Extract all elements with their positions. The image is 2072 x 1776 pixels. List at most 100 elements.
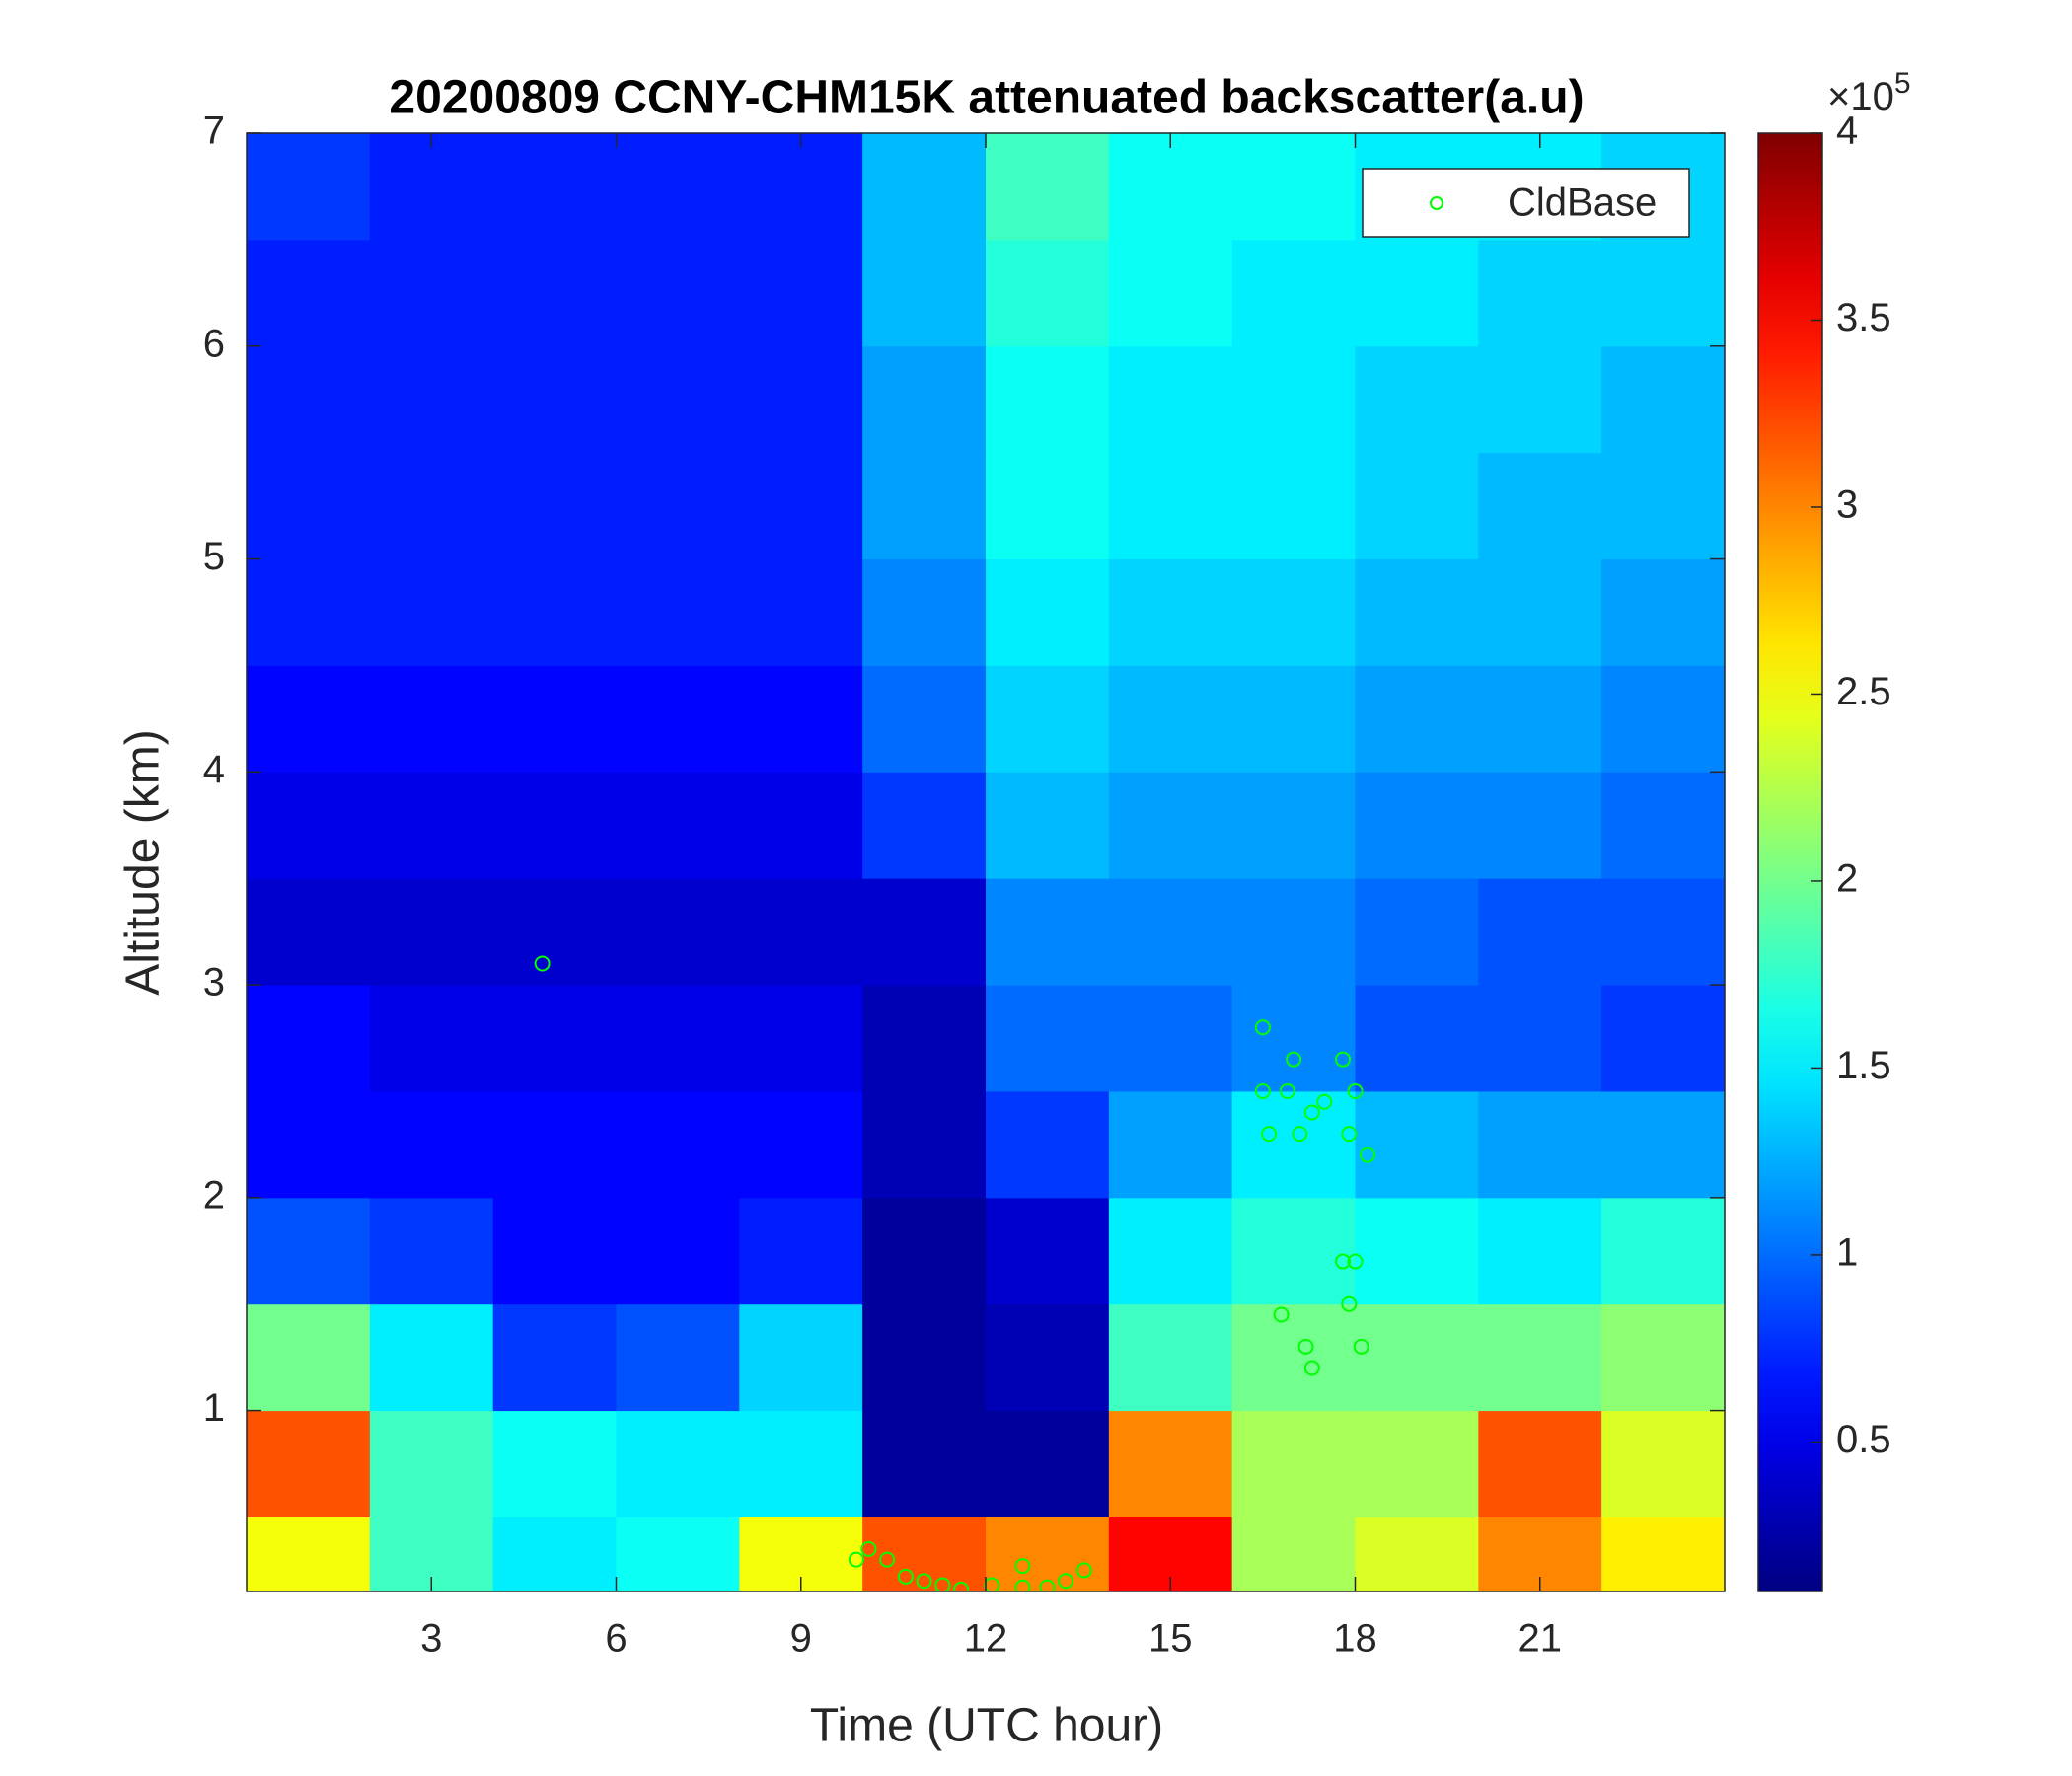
- heatmap-cell: [1231, 1197, 1356, 1305]
- heatmap-cell: [1601, 345, 1725, 454]
- heatmap-cell: [1355, 1090, 1479, 1199]
- heatmap-cell: [1478, 1090, 1602, 1199]
- heatmap-cell: [1355, 1303, 1479, 1412]
- x-tick-label: 12: [964, 1617, 1008, 1661]
- heatmap-cell: [1231, 665, 1356, 773]
- heatmap-cell: [247, 1517, 371, 1591]
- cloud-base-point: [916, 1573, 932, 1590]
- heatmap-cell: [1108, 452, 1233, 560]
- heatmap-cell: [1108, 558, 1233, 666]
- cloud-base-point: [1254, 1082, 1271, 1099]
- heatmap-cell: [1108, 878, 1233, 986]
- heatmap-cell: [616, 878, 740, 986]
- heatmap-cell: [369, 1090, 494, 1199]
- heatmap-cell: [492, 1197, 617, 1305]
- cloud-base-point: [1297, 1338, 1314, 1355]
- heatmap-cell: [247, 772, 371, 879]
- heatmap-cell: [616, 1517, 740, 1591]
- heatmap-cell: [986, 558, 1110, 666]
- heatmap-cell: [1355, 452, 1479, 560]
- heatmap-cell: [1478, 452, 1602, 560]
- heatmap-cell: [1231, 1410, 1356, 1517]
- x-tick-label: 6: [605, 1617, 627, 1661]
- heatmap-cell: [1478, 558, 1602, 666]
- heatmap-cell: [1108, 1197, 1233, 1305]
- heatmap-cell: [1231, 878, 1356, 986]
- heatmap-cell: [862, 345, 987, 454]
- heatmap-cell: [862, 133, 987, 241]
- heatmap-cell: [1601, 1517, 1725, 1591]
- cloud-base-point: [1014, 1558, 1031, 1575]
- heatmap-cell: [986, 985, 1110, 1092]
- heatmap-cell: [1231, 772, 1356, 879]
- heatmap-cell: [1601, 878, 1725, 986]
- colorbar-tick-label: 2: [1836, 857, 1858, 901]
- scatter: [534, 955, 1375, 1591]
- heatmap-cell: [1355, 345, 1479, 454]
- cloud-base-point: [1303, 1360, 1320, 1376]
- heatmap-cell: [616, 665, 740, 773]
- heatmap-cell: [1108, 1303, 1233, 1412]
- legend: CldBase: [1362, 168, 1690, 238]
- heatmap-cell: [1601, 985, 1725, 1092]
- heatmap-cell: [986, 665, 1110, 773]
- heatmap-cell: [1355, 1517, 1479, 1591]
- cloud-base-point: [1075, 1562, 1092, 1579]
- heatmap-cell: [1355, 878, 1479, 986]
- heatmap-cell: [1231, 133, 1356, 241]
- heatmap-cell: [369, 878, 494, 986]
- cloud-base-point: [1316, 1093, 1333, 1110]
- heatmap-cell: [862, 452, 987, 560]
- heatmap-cell: [616, 239, 740, 347]
- heatmap-cell: [986, 1303, 1110, 1412]
- y-tick-label: 4: [203, 748, 225, 791]
- y-tick-label: 1: [203, 1386, 225, 1430]
- heatmap-cell: [1355, 239, 1479, 347]
- cloud-base-point: [1347, 1082, 1364, 1099]
- heatmap-cell: [369, 1303, 494, 1412]
- heatmap-cell: [986, 452, 1110, 560]
- heatmap-cell: [247, 878, 371, 986]
- heatmap-cell: [616, 985, 740, 1092]
- heatmap-cell: [492, 772, 617, 879]
- cloud-base-point: [860, 1540, 877, 1557]
- heatmap-cell: [862, 1090, 987, 1199]
- heatmap-cell: [1108, 665, 1233, 773]
- heatmap-cell: [247, 345, 371, 454]
- heatmap-cell: [1108, 1090, 1233, 1199]
- y-tick-label: 3: [203, 961, 225, 1004]
- heatmap-cell: [1231, 239, 1356, 347]
- heatmap-cell: [862, 878, 987, 986]
- colorbar: [1757, 132, 1823, 1592]
- heatmap-cell: [492, 1517, 617, 1591]
- heatmap-cell: [492, 1090, 617, 1199]
- heatmap-cell: [862, 665, 987, 773]
- cloud-base-point: [1359, 1147, 1375, 1163]
- heatmap-cell: [369, 452, 494, 560]
- heatmap-cell: [1231, 452, 1356, 560]
- cloud-base-point: [848, 1551, 864, 1568]
- heatmap-cell: [369, 345, 494, 454]
- y-tick-label: 6: [203, 322, 225, 365]
- heatmap-cell: [739, 878, 863, 986]
- cloud-base-point: [1273, 1306, 1290, 1323]
- colorbar-multiplier: ×105: [1827, 67, 1911, 118]
- heatmap-cell: [492, 558, 617, 666]
- cloud-base-point: [934, 1577, 951, 1591]
- heatmap-cell: [1478, 239, 1602, 347]
- heatmap: [247, 133, 1725, 1591]
- heatmap-cell: [1478, 772, 1602, 879]
- x-tick-label: 9: [790, 1617, 812, 1661]
- x-tick-label: 18: [1333, 1617, 1377, 1661]
- heatmap-cell: [739, 1090, 863, 1199]
- heatmap-cell: [1231, 985, 1356, 1092]
- cloud-base-point: [1058, 1573, 1074, 1590]
- colorbar-tick-label: 4: [1836, 110, 1858, 153]
- heatmap-cell: [492, 239, 617, 347]
- heatmap-cell: [247, 1197, 371, 1305]
- heatmap-cell: [739, 345, 863, 454]
- heatmap-cell: [616, 772, 740, 879]
- heatmap-cell: [492, 665, 617, 773]
- heatmap-cell: [1231, 345, 1356, 454]
- cloud-base-point: [1303, 1104, 1320, 1121]
